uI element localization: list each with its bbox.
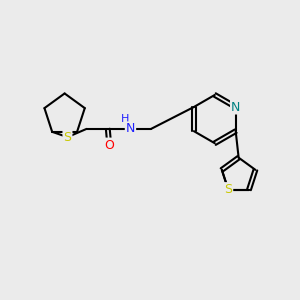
Text: S: S (64, 130, 71, 144)
Text: O: O (104, 139, 114, 152)
Text: N: N (231, 100, 240, 113)
Text: N: N (126, 122, 135, 135)
Text: H: H (121, 115, 129, 124)
Text: S: S (224, 183, 232, 196)
